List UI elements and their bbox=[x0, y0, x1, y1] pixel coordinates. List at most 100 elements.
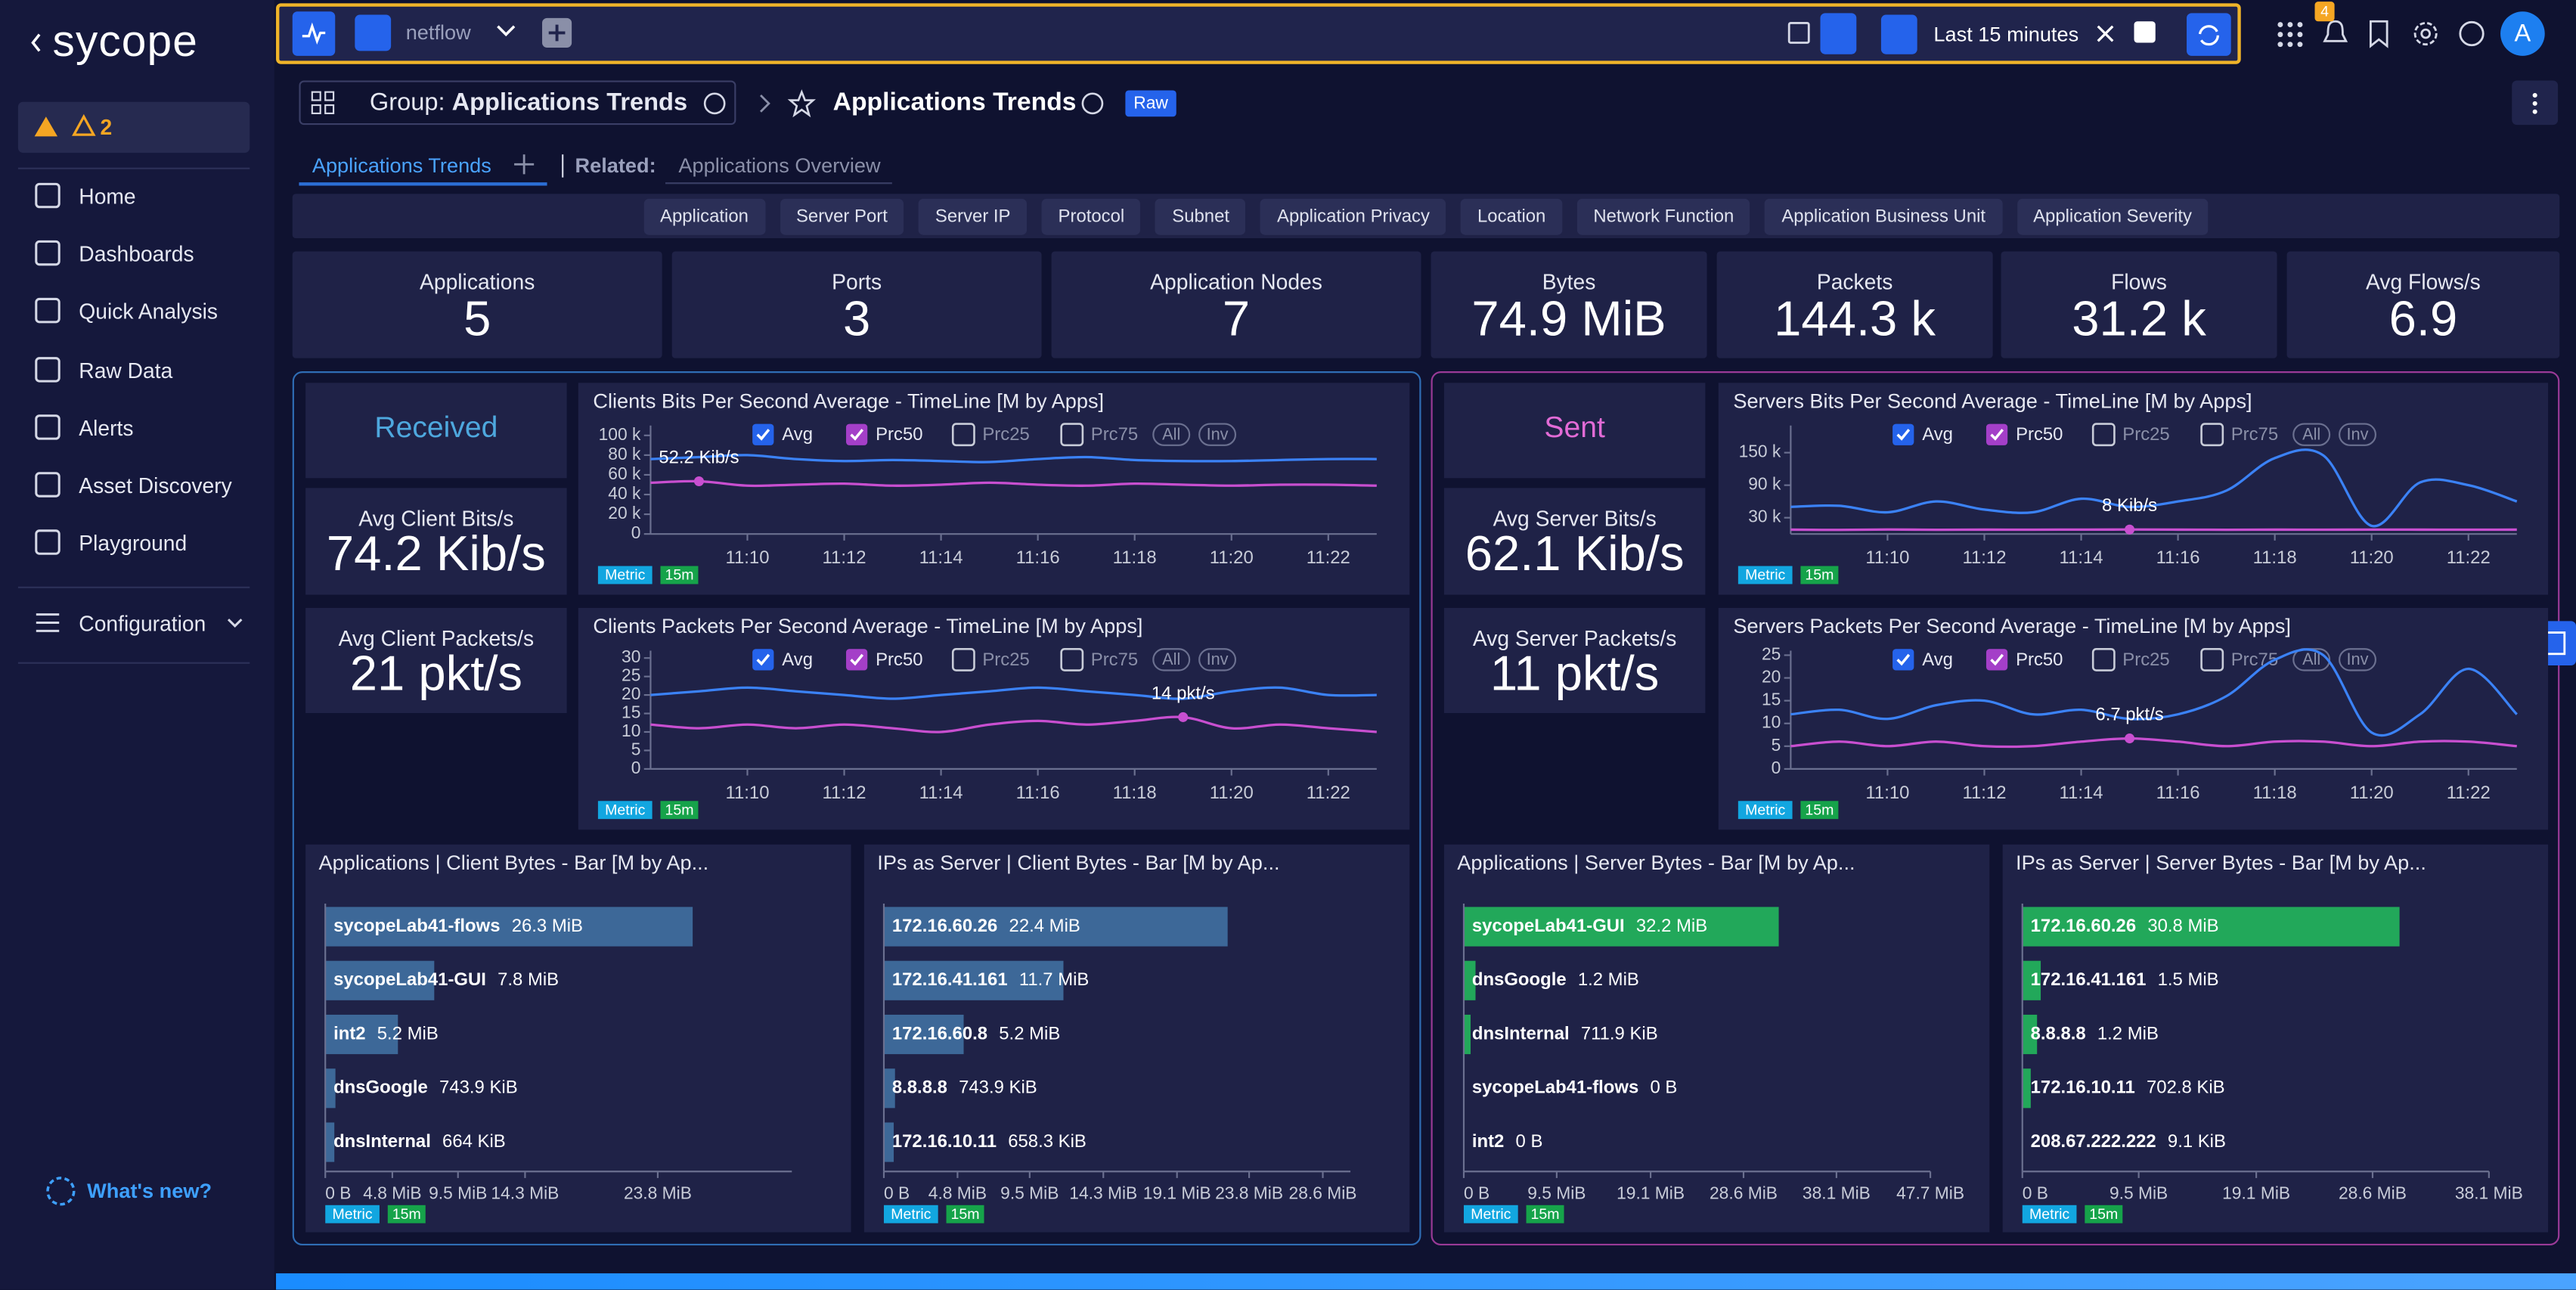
filter-button[interactable]: Location bbox=[1461, 197, 1563, 234]
y-tick-label: 60 k bbox=[608, 464, 641, 483]
tab-active[interactable]: Applications Trends bbox=[312, 154, 491, 178]
legend-checkbox[interactable] bbox=[2200, 647, 2224, 671]
tag-label: 15m bbox=[392, 1206, 421, 1223]
save[interactable] bbox=[2134, 21, 2156, 43]
legend-checkbox[interactable] bbox=[1060, 423, 1084, 447]
nav-icon[interactable] bbox=[33, 238, 62, 268]
kpi-value: 7 bbox=[1222, 292, 1251, 347]
filter-button[interactable]: Application bbox=[643, 197, 765, 234]
calendar-button[interactable] bbox=[1880, 14, 1917, 54]
avatar[interactable] bbox=[2500, 11, 2545, 56]
nav-icon[interactable] bbox=[33, 354, 62, 383]
legend-checkbox[interactable] bbox=[2091, 647, 2116, 671]
group-selector[interactable] bbox=[299, 80, 736, 126]
settings[interactable] bbox=[2412, 20, 2440, 48]
x-tick-label: 11:10 bbox=[1865, 783, 1909, 803]
whats-new-icon[interactable] bbox=[45, 1175, 77, 1208]
legend-checkbox[interactable] bbox=[951, 647, 975, 671]
add-tab[interactable] bbox=[514, 154, 535, 175]
legend-checkbox[interactable] bbox=[1060, 647, 1084, 671]
filter-button[interactable]: Application Business Unit bbox=[1765, 197, 2002, 234]
filter-button[interactable]: Network Function bbox=[1576, 197, 1751, 234]
tab-underline bbox=[665, 182, 892, 185]
kpi-value: 74.9 MiB bbox=[1471, 292, 1666, 347]
info[interactable] bbox=[703, 92, 726, 115]
legend-checkbox[interactable] bbox=[2200, 423, 2224, 447]
alerts-indicator[interactable] bbox=[17, 101, 250, 153]
refresh-button[interactable] bbox=[2187, 13, 2231, 56]
nav-item[interactable]: Playground bbox=[79, 531, 188, 556]
legend-checkbox[interactable] bbox=[951, 423, 975, 447]
filter-button[interactable]: Application Severity bbox=[2016, 197, 2209, 234]
notifications[interactable] bbox=[2323, 20, 2348, 48]
legend-label: Avg bbox=[1922, 650, 1953, 670]
bar bbox=[325, 907, 693, 947]
nav-icon[interactable] bbox=[33, 470, 62, 499]
nav-item[interactable]: Quick Analysis bbox=[79, 299, 219, 324]
save-filter[interactable] bbox=[1787, 21, 1810, 44]
bar-category: sycopeLab41-flows bbox=[1472, 1078, 1638, 1098]
nav-icon[interactable] bbox=[33, 181, 62, 210]
stat-value: 74.2 Kib/s bbox=[326, 527, 546, 582]
source-button[interactable] bbox=[355, 14, 392, 51]
tab-related[interactable]: Applications Overview bbox=[678, 154, 881, 178]
help[interactable] bbox=[2458, 20, 2486, 48]
legend-checkbox[interactable] bbox=[1892, 423, 1914, 445]
bar-value-label: 5.2 MiB bbox=[377, 1023, 439, 1043]
filter-button[interactable]: Server Port bbox=[780, 197, 904, 234]
toggle-button[interactable] bbox=[1198, 648, 1237, 671]
chevron[interactable] bbox=[227, 616, 243, 629]
legend-checkbox[interactable] bbox=[846, 423, 868, 445]
filter-button[interactable]: Protocol bbox=[1041, 197, 1141, 234]
back-arrow[interactable] bbox=[29, 31, 42, 54]
legend-checkbox[interactable] bbox=[846, 649, 868, 671]
bar bbox=[883, 1014, 964, 1055]
legend-checkbox[interactable] bbox=[1985, 649, 2008, 671]
legend-checkbox[interactable] bbox=[2091, 423, 2116, 447]
filter-button[interactable] bbox=[1820, 13, 1857, 54]
tag-label: Metric bbox=[2029, 1206, 2069, 1223]
legend-checkbox[interactable] bbox=[1892, 649, 1914, 671]
add-button[interactable] bbox=[542, 17, 572, 48]
toggle-button[interactable] bbox=[1198, 423, 1237, 446]
toggle-button[interactable] bbox=[1152, 648, 1191, 671]
toggle-button[interactable] bbox=[2339, 648, 2377, 671]
bar-category: sycopeLab41-GUI bbox=[1472, 916, 1625, 936]
nav-icon[interactable] bbox=[33, 296, 62, 326]
apps-grid[interactable] bbox=[2277, 21, 2304, 48]
tag-label: 15m bbox=[951, 1206, 980, 1223]
toggle-button[interactable] bbox=[2292, 423, 2331, 446]
dropdown[interactable] bbox=[496, 25, 516, 38]
group-name: Applications Trends bbox=[451, 88, 688, 117]
time-range[interactable]: Last 15 minutes bbox=[1933, 23, 2079, 46]
data-source[interactable]: netflow bbox=[405, 21, 471, 45]
bookmarks[interactable] bbox=[2369, 20, 2388, 48]
kpi-card bbox=[2001, 251, 2277, 358]
filter-button[interactable]: Application Privacy bbox=[1260, 197, 1446, 234]
nav-item[interactable]: Alerts bbox=[79, 415, 134, 440]
nav-item[interactable]: Configuration bbox=[79, 611, 206, 636]
legend-checkbox[interactable] bbox=[752, 423, 774, 445]
nav-item[interactable]: Dashboards bbox=[79, 241, 194, 267]
chart-title: Servers Bits Per Second Average - TimeLi… bbox=[1733, 389, 2252, 413]
nav-item[interactable]: Raw Data bbox=[79, 357, 173, 383]
nav-item[interactable]: Home bbox=[79, 184, 136, 209]
toggle-button[interactable] bbox=[2339, 423, 2377, 446]
nav-icon[interactable] bbox=[33, 608, 62, 637]
whats-new-link[interactable]: What's new? bbox=[87, 1180, 212, 1203]
bar-value-label: 1.2 MiB bbox=[2097, 1023, 2159, 1043]
nav-icon[interactable] bbox=[33, 412, 62, 442]
series-line bbox=[1790, 736, 2517, 749]
legend-checkbox[interactable] bbox=[752, 649, 774, 671]
filter-button[interactable]: Server IP bbox=[919, 197, 1028, 234]
nav-icon[interactable] bbox=[33, 528, 62, 557]
info[interactable] bbox=[1081, 92, 1104, 115]
kpi-label: Bytes bbox=[1542, 269, 1596, 294]
toggle-button[interactable] bbox=[1152, 423, 1191, 446]
check-mark bbox=[1896, 653, 1911, 666]
clear[interactable] bbox=[2097, 25, 2115, 43]
favorite[interactable] bbox=[787, 89, 817, 118]
filter-button[interactable]: Subnet bbox=[1155, 197, 1246, 234]
nav-item[interactable]: Asset Discovery bbox=[79, 473, 232, 498]
legend-checkbox[interactable] bbox=[1985, 423, 2008, 445]
